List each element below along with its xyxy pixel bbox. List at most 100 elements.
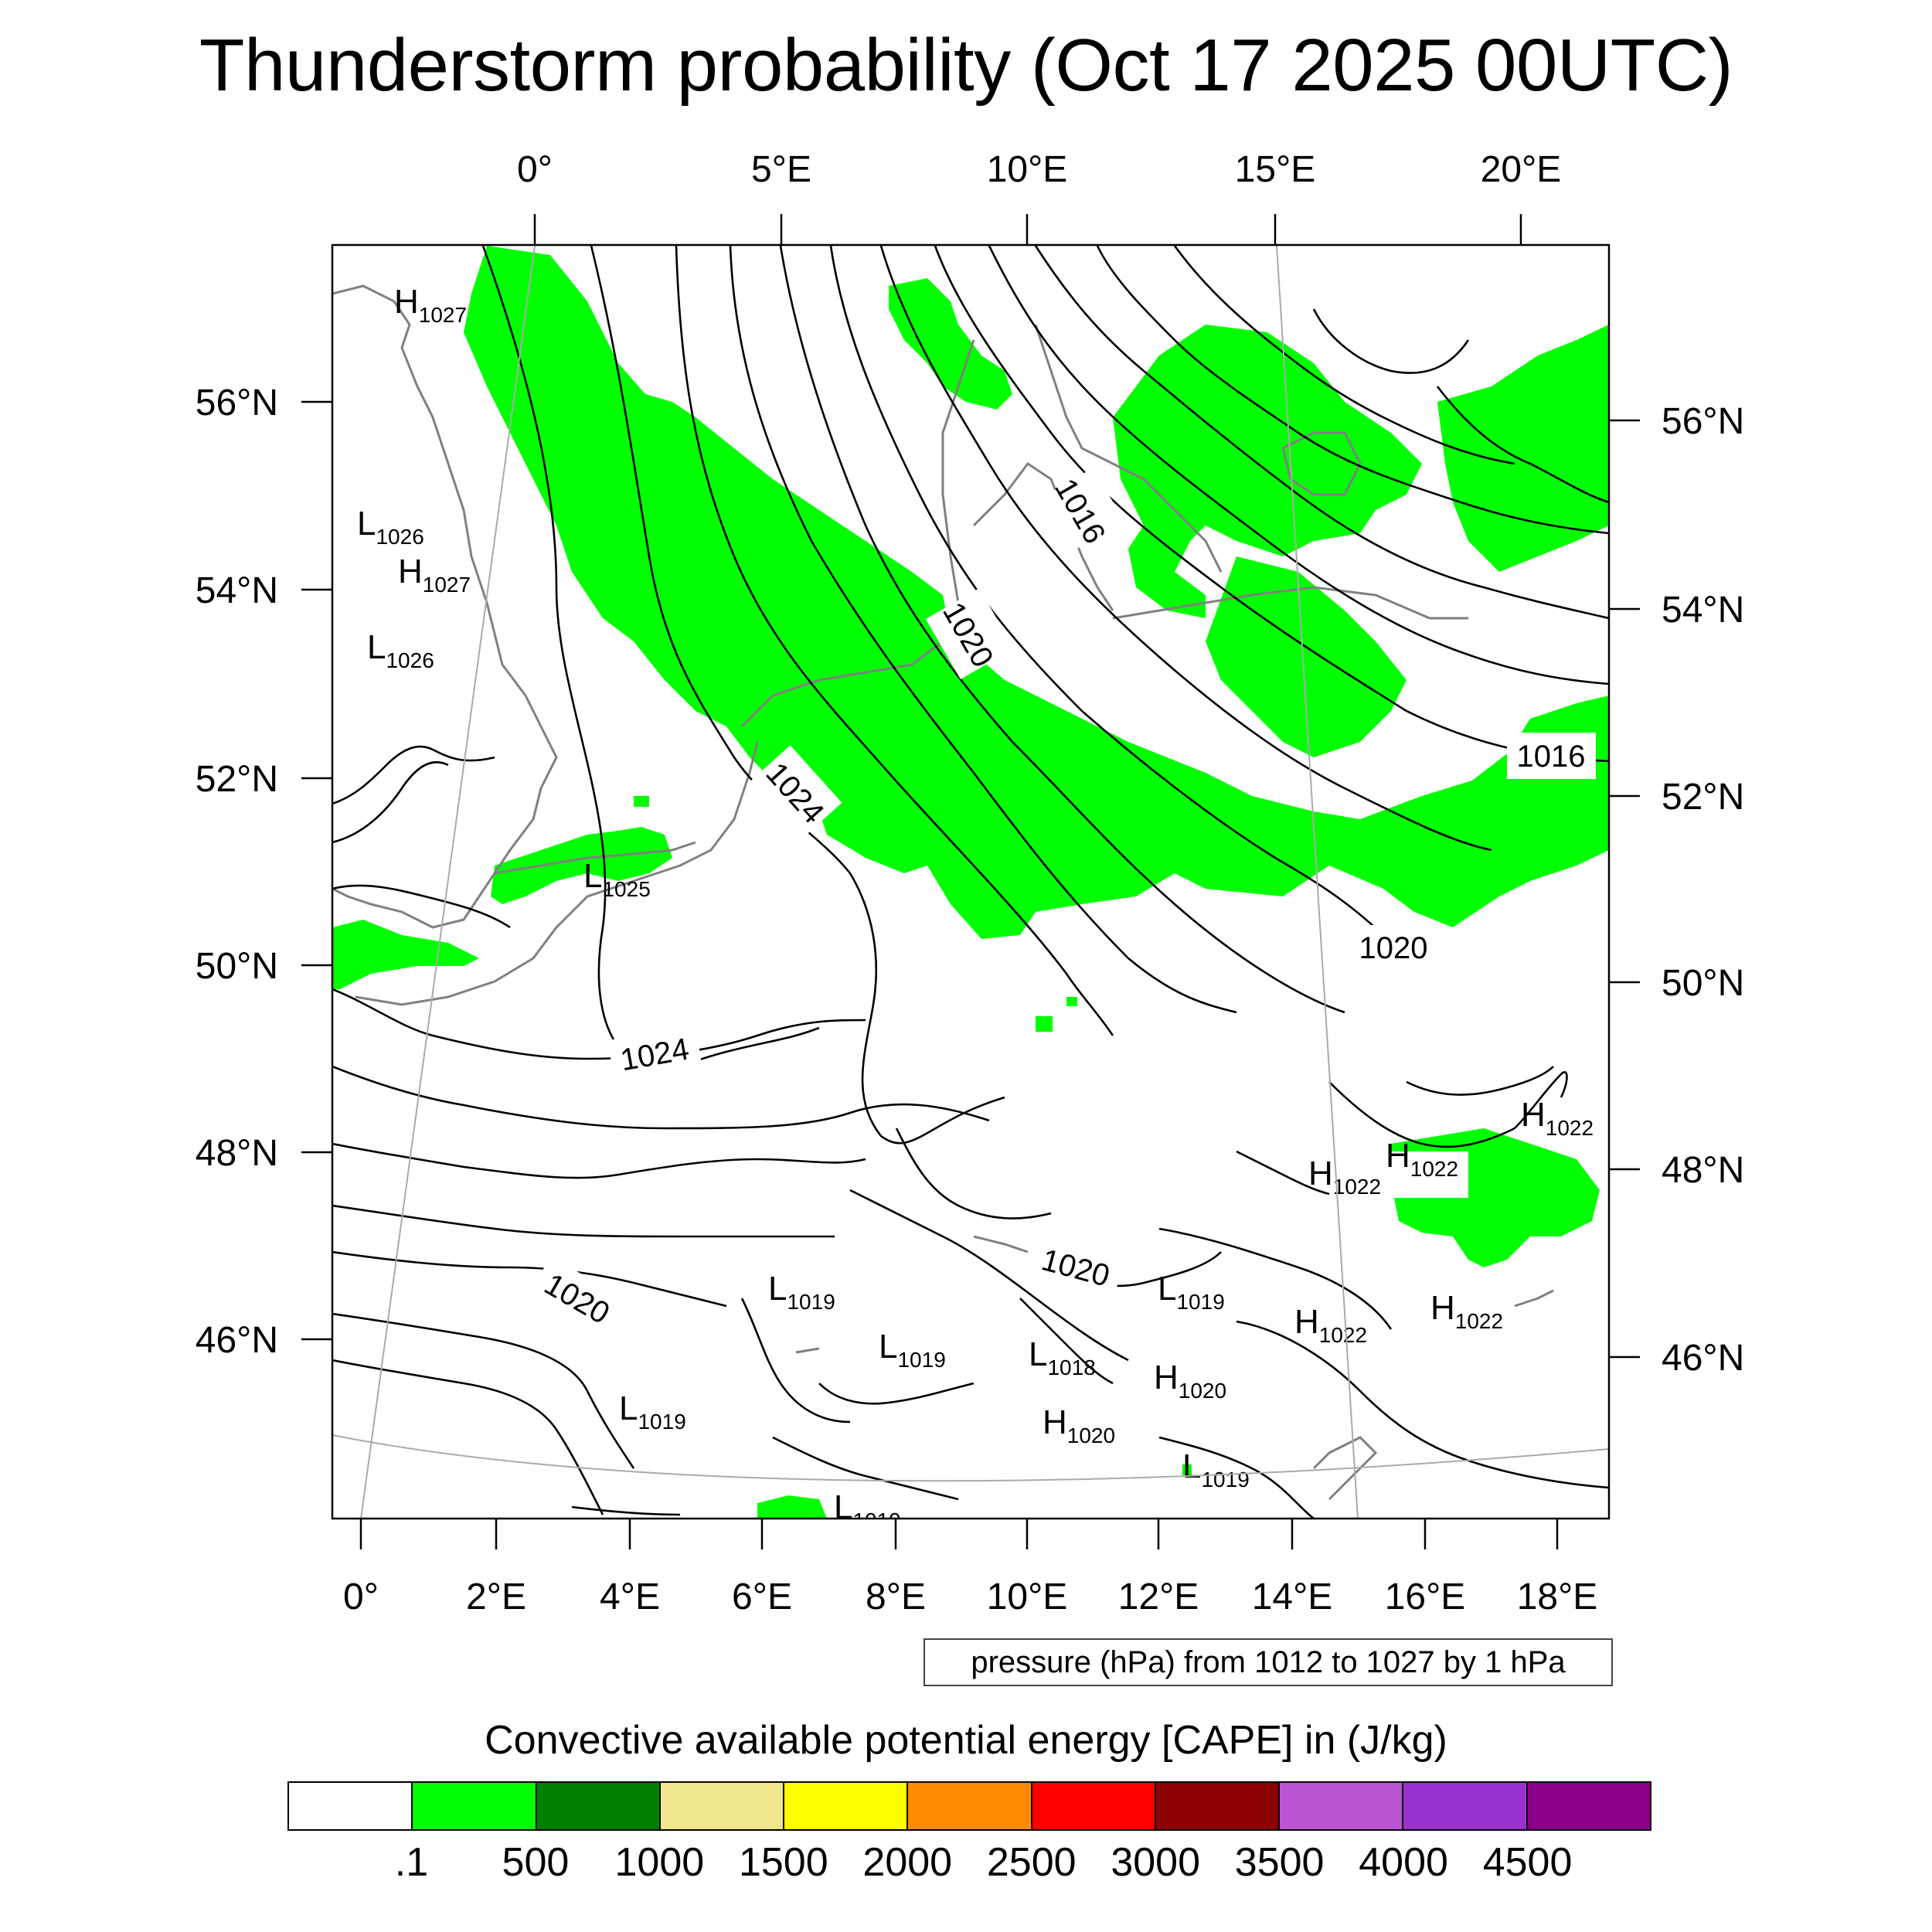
meridian-0: [360, 245, 536, 1519]
lon-label-bottom: 16°E: [1385, 1577, 1466, 1617]
isobar: [1158, 1436, 1315, 1519]
isobar: [332, 745, 495, 805]
pressure-center-type: H: [1294, 1303, 1319, 1341]
pressure-center-type: L: [1029, 1335, 1047, 1373]
lon-label-bottom: 10°E: [987, 1577, 1068, 1617]
lat-label-right: 54°N: [1662, 590, 1744, 631]
high-pressure-center: H1022: [1430, 1289, 1503, 1333]
isobar: [332, 1359, 604, 1515]
pressure-center-value: 1019: [1176, 1290, 1224, 1314]
lon-label-top: 10°E: [987, 149, 1068, 190]
colorbar-swatch: [289, 1783, 413, 1829]
right-latitude-labels: 56°N 54°N 52°N 50°N 48°N 46°N: [1662, 401, 1744, 1379]
pressure-center-type: H: [1043, 1403, 1067, 1441]
pressure-center-value: 1026: [376, 525, 423, 549]
pressure-center-type: H: [1154, 1359, 1179, 1396]
contour-label: 1020: [1359, 931, 1428, 965]
pressure-center-value: 1019: [787, 1290, 835, 1314]
pressure-center-value: 1020: [1179, 1379, 1226, 1403]
low-pressure-center: L1018: [1029, 1335, 1096, 1379]
pressure-centers-layer: H1027L1026H1027L1026L1025H1022H1022H1022…: [357, 283, 1594, 1532]
isobar: [332, 1204, 835, 1238]
pressure-center-type: H: [394, 283, 419, 321]
cape-region-main-band: [464, 246, 1609, 939]
isobar: [332, 884, 511, 929]
colorbar-label: 2000: [862, 1840, 953, 1885]
colorbar-label: 3000: [1111, 1840, 1201, 1885]
axis-ticks: [301, 214, 1640, 1549]
plot-frame: [331, 243, 1611, 1520]
cape-fill-layer: [332, 246, 1609, 1519]
isobar: [779, 245, 1345, 1014]
isobar: [1034, 245, 1609, 620]
cape-region-channel: [332, 920, 479, 989]
isobar: [675, 245, 1114, 1036]
low-pressure-center: L1019: [768, 1270, 835, 1314]
pressure-center-value: 1019: [1201, 1468, 1249, 1492]
isobar: [1406, 1066, 1554, 1096]
pressure-center-value: 1020: [1067, 1423, 1115, 1447]
cape-region-north-sweden: [889, 278, 1012, 410]
colorbar-swatch: [1403, 1783, 1528, 1829]
colorbar-label: 4000: [1359, 1840, 1448, 1885]
cape-patch: [1182, 1464, 1192, 1475]
contour-info-box: pressure (hPa) from 1012 to 1027 by 1 hP…: [923, 1638, 1613, 1686]
pressure-center-value: 1026: [386, 648, 434, 672]
pressure-center-value: 1022: [1410, 1157, 1458, 1181]
coastline-lake: [1514, 1289, 1554, 1308]
isobar: [332, 760, 449, 844]
coastline-alpine-lake: [973, 1235, 1029, 1253]
pressure-center-type: L: [879, 1328, 897, 1366]
pressure-center-type: L: [357, 505, 376, 543]
lon-label-top: 15°E: [1235, 149, 1316, 190]
lat-label-right: 46°N: [1662, 1338, 1744, 1379]
isobar: [1158, 1227, 1393, 1330]
low-pressure-center: L1026: [367, 628, 434, 672]
isobar: [332, 1142, 866, 1179]
lon-label-bottom: 0°: [343, 1577, 379, 1617]
isobar: [818, 1382, 975, 1405]
colorbar-label: 2500: [986, 1840, 1077, 1885]
lat-label-right: 50°N: [1662, 963, 1744, 1004]
colorbar-label: 3500: [1234, 1840, 1325, 1885]
coastline-adriatic: [1312, 1436, 1378, 1501]
colorbar-swatch: [784, 1783, 909, 1829]
top-longitude-labels: 0° 5°E 10°E 15°E 20°E: [517, 149, 1561, 190]
lat-label-right: 52°N: [1662, 777, 1744, 818]
isobar: [590, 245, 1005, 1145]
colorbar-swatch: [413, 1783, 537, 1829]
isobar: [332, 988, 866, 1060]
pressure-center-type: L: [619, 1389, 638, 1427]
lat-label-left: 56°N: [196, 383, 278, 423]
coastline-lake: [795, 1347, 820, 1354]
chart-title: Thunderstorm probability (Oct 17 2025 00…: [199, 24, 1733, 107]
high-pressure-center: H1027: [398, 553, 471, 597]
pressure-center-value: 1019: [852, 1509, 900, 1532]
isobar: [1328, 1081, 1515, 1148]
pressure-center-type: H: [1521, 1096, 1546, 1134]
left-latitude-labels: 56°N 54°N 52°N 50°N 48°N 46°N: [196, 383, 278, 1361]
colorbar-label: 4500: [1482, 1840, 1573, 1885]
colorbar-labels: .1 500 1000 1500 2000 2500 3000 3500 4000 4500: [0, 1839, 1932, 1893]
isobar: [849, 1189, 1129, 1362]
pressure-center-type: L: [1158, 1270, 1176, 1308]
isobar: [571, 1505, 681, 1516]
cape-patch: [634, 796, 649, 807]
colorbar-swatch: [1280, 1783, 1404, 1829]
high-pressure-center: H1020: [1154, 1359, 1226, 1403]
lon-label-bottom: 8°E: [866, 1577, 926, 1617]
pressure-center-type: H: [1308, 1155, 1333, 1192]
high-pressure-center: H1022: [1386, 1137, 1458, 1181]
pressure-center-type: H: [1386, 1137, 1410, 1175]
pressure-center-value: 1027: [423, 573, 471, 597]
isobar: [1312, 308, 1470, 374]
isobar: [934, 245, 1609, 763]
high-pressure-center: H1022: [1294, 1303, 1367, 1347]
colorbar-swatch: [908, 1783, 1032, 1829]
isobar: [895, 1128, 1052, 1219]
colorbar-label: 1000: [614, 1840, 705, 1885]
isobar-layer: [332, 245, 1609, 1519]
pressure-center-type: L: [768, 1270, 787, 1308]
isobar: [1096, 245, 1609, 535]
